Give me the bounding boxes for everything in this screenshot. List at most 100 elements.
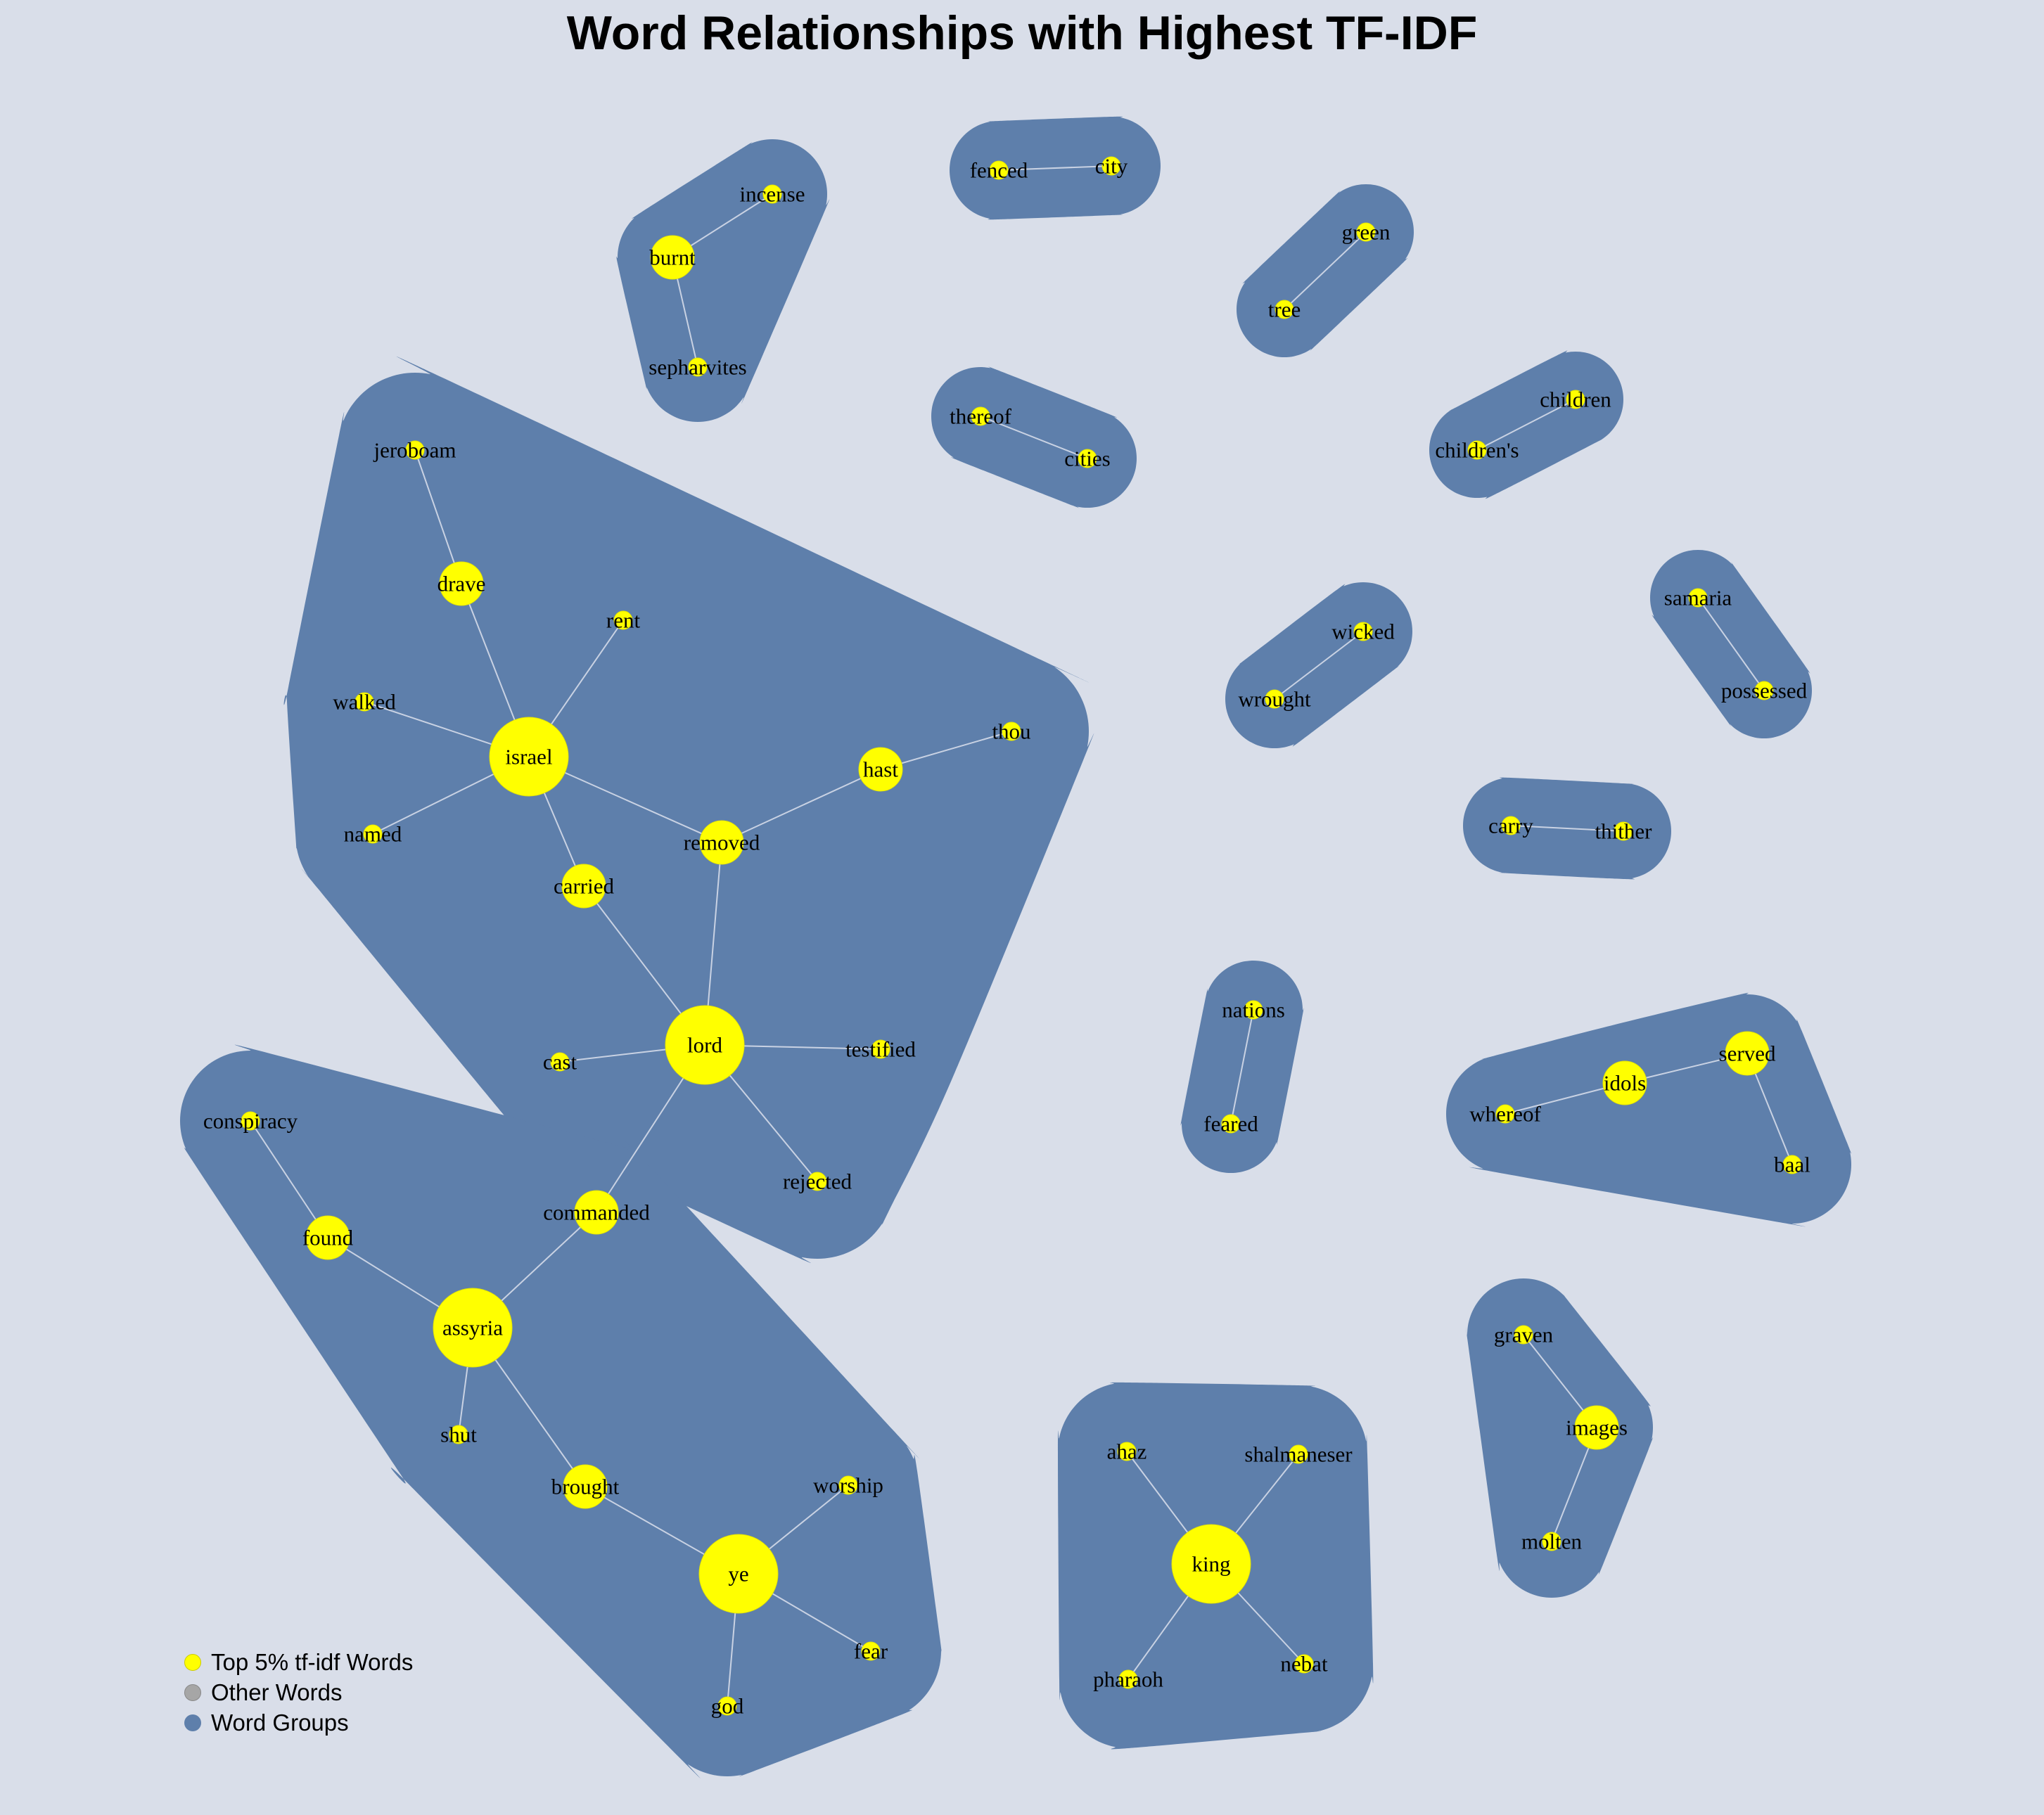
label-tree: tree	[1268, 297, 1301, 322]
legend-label-other-words: Other Words	[211, 1679, 343, 1705]
node-assyria	[433, 1288, 513, 1368]
label-molten: molten	[1521, 1529, 1583, 1554]
label-sepharvites: sepharvites	[649, 355, 746, 380]
edge-wicked-wrought	[1274, 631, 1364, 700]
edge-green-tree	[1284, 231, 1367, 310]
label-ye: ye	[728, 1562, 748, 1586]
node-thou	[1002, 721, 1021, 741]
label-israel: israel	[505, 745, 552, 769]
node-rent	[613, 610, 633, 630]
label-testified: testified	[845, 1037, 916, 1062]
node-rejected	[807, 1172, 827, 1191]
node-thereof	[971, 406, 990, 426]
label-named: named	[344, 822, 402, 847]
node-walked	[354, 692, 374, 712]
node-served	[1725, 1031, 1770, 1076]
label-incense: incense	[740, 182, 805, 207]
label-carried: carried	[554, 874, 615, 899]
node-images	[1574, 1405, 1619, 1450]
node-wicked	[1353, 622, 1373, 641]
label-shalmaneser: shalmaneser	[1244, 1442, 1353, 1467]
label-assyria: assyria	[442, 1316, 503, 1340]
label-rent: rent	[606, 608, 641, 633]
label-thou: thou	[992, 719, 1030, 744]
node-graven	[1514, 1325, 1533, 1345]
legend-item-word-groups: Word Groups	[184, 1707, 413, 1738]
label-baal: baal	[1774, 1153, 1810, 1177]
node-feared	[1221, 1114, 1241, 1134]
word-group-13	[1465, 1278, 1654, 1598]
node-testified	[871, 1039, 890, 1059]
label-walked: walked	[333, 690, 396, 714]
node-cast	[550, 1052, 570, 1072]
label-feared: feared	[1203, 1112, 1258, 1136]
label-thither: thither	[1595, 819, 1653, 844]
node-fear	[861, 1641, 881, 1661]
legend-swatch-other-words	[184, 1683, 201, 1701]
label-served: served	[1719, 1041, 1776, 1066]
node-tree	[1275, 300, 1294, 319]
legend: Top 5% tf-idf Words Other Words Word Gro…	[184, 1647, 413, 1738]
label-worship: worship	[813, 1473, 883, 1498]
label-graven: graven	[1494, 1323, 1554, 1347]
node-nebat	[1294, 1654, 1314, 1674]
word-groups	[180, 116, 1851, 1778]
node-worship	[838, 1475, 858, 1495]
node-fenced	[989, 160, 1009, 180]
label-removed: removed	[684, 830, 760, 855]
legend-item-top-words: Top 5% tf-idf Words	[184, 1647, 413, 1677]
node-city	[1101, 156, 1121, 176]
label-god: god	[711, 1694, 744, 1719]
node-thither	[1614, 821, 1633, 841]
node-burnt	[650, 235, 695, 280]
label-wrought: wrought	[1238, 687, 1311, 712]
edge-children-children-s	[1476, 399, 1576, 451]
node-cities	[1078, 449, 1097, 468]
label-conspiracy: conspiracy	[203, 1109, 298, 1134]
label-jeroboam: jeroboam	[373, 438, 456, 463]
node-nations	[1244, 1000, 1263, 1020]
edge-fenced-city	[998, 165, 1112, 171]
label-lord: lord	[687, 1033, 722, 1058]
label-children-s: children's	[1435, 438, 1519, 463]
label-green: green	[1342, 220, 1391, 245]
label-carry: carry	[1488, 814, 1533, 838]
legend-swatch-top-words	[184, 1653, 201, 1671]
node-king	[1171, 1524, 1251, 1604]
chart-title: Word Relationships with Highest TF-IDF	[566, 6, 1478, 60]
label-shut: shut	[440, 1423, 477, 1447]
label-pharaoh: pharaoh	[1093, 1667, 1163, 1692]
label-possessed: possessed	[1721, 679, 1808, 703]
label-ahaz: ahaz	[1107, 1439, 1147, 1464]
node-israel	[489, 717, 569, 797]
node-lord	[665, 1005, 745, 1085]
node-children-s	[1467, 440, 1487, 460]
node-pharaoh	[1118, 1669, 1138, 1689]
word-labels: israel lord assyria ye king removed carried dra…	[203, 154, 1810, 1719]
node-brought	[563, 1464, 608, 1509]
legend-item-other-words: Other Words	[184, 1677, 413, 1707]
node-molten	[1542, 1532, 1561, 1551]
label-king: king	[1192, 1552, 1230, 1577]
label-nebat: nebat	[1280, 1652, 1328, 1676]
label-commanded: commanded	[543, 1200, 650, 1225]
word-group-1	[283, 356, 1094, 1264]
edge-jeroboam-drave	[414, 449, 462, 584]
edge-thereof-cities	[980, 416, 1088, 459]
label-images: images	[1566, 1416, 1628, 1440]
legend-label-word-groups: Word Groups	[211, 1709, 349, 1736]
label-brought: brought	[551, 1475, 620, 1499]
edge-carry-thither	[1510, 825, 1624, 832]
label-drave: drave	[437, 572, 486, 596]
label-cast: cast	[543, 1050, 577, 1075]
edge-hast-thou	[880, 731, 1012, 770]
word-nodes	[241, 156, 1802, 1716]
node-wrought	[1265, 689, 1284, 709]
edge-nations-feared	[1230, 1009, 1254, 1124]
label-hast: hast	[863, 757, 898, 782]
node-jeroboam	[405, 440, 425, 460]
node-drave	[439, 561, 484, 606]
node-sepharvites	[688, 357, 708, 377]
label-nations: nations	[1222, 998, 1285, 1022]
